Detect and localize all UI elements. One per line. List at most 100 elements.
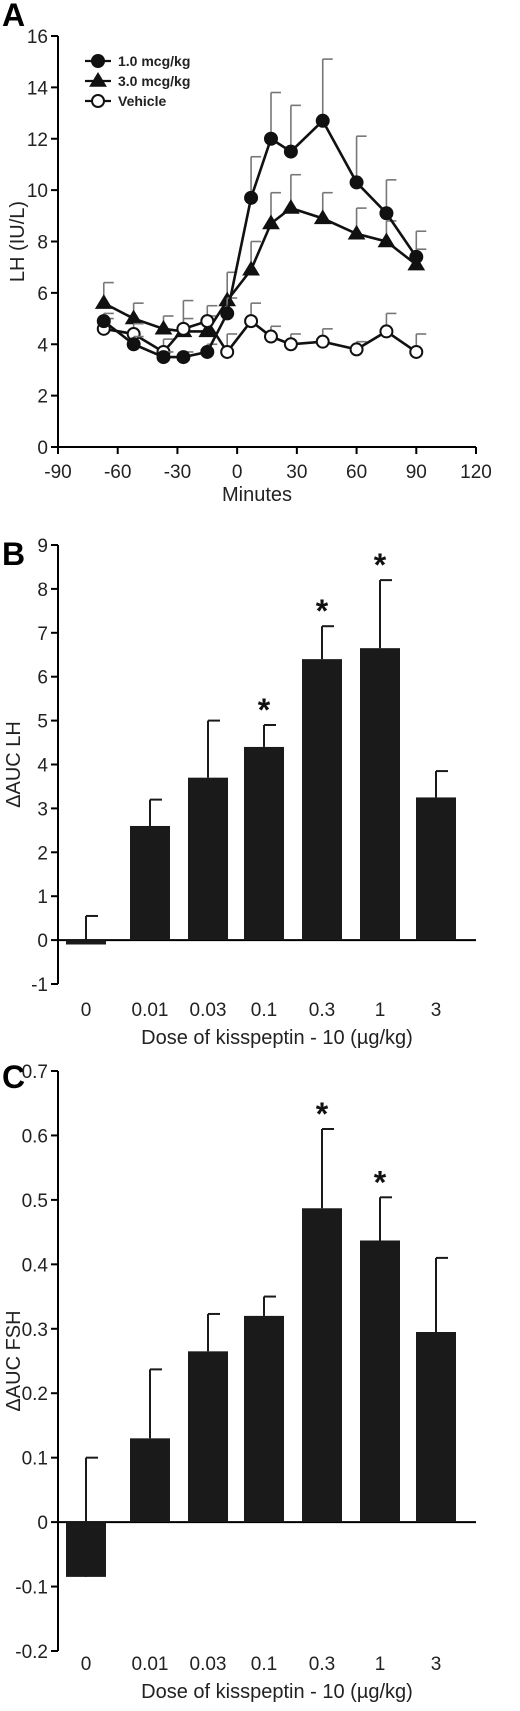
y-tick-label: 12 xyxy=(27,130,48,151)
series-1-0-mcg-kg xyxy=(96,58,427,365)
category-label: 3 xyxy=(431,1000,442,1021)
x-tick-label: -90 xyxy=(44,462,71,483)
y-tick-label: 4 xyxy=(37,335,48,356)
data-point xyxy=(349,175,364,190)
legend: 1.0 mcg/kg 3.0 mcg/kg Vehicle xyxy=(85,53,190,109)
category-label: 0.01 xyxy=(132,1000,169,1021)
data-point xyxy=(379,324,394,339)
category-label: 0.3 xyxy=(309,1000,335,1021)
x-axis-title: Dose of kisspeptin - 10 (µg/kg) xyxy=(141,1027,413,1049)
category-label: 0.1 xyxy=(251,1000,277,1021)
data-point xyxy=(313,209,332,225)
category-label: 1 xyxy=(375,1654,386,1675)
category-label: 0.03 xyxy=(190,1000,227,1021)
y-axis-title: LH (IU/L) xyxy=(7,201,29,282)
data-point xyxy=(220,344,235,359)
category-label: 1 xyxy=(375,1000,386,1021)
legend-label: Vehicle xyxy=(118,93,166,109)
y-tick-label: 4 xyxy=(37,756,48,777)
data-point xyxy=(96,314,111,329)
x-tick-label: -30 xyxy=(164,462,191,483)
y-tick-label: 0.4 xyxy=(22,1255,49,1276)
data-point xyxy=(198,322,217,338)
data-point xyxy=(262,214,280,230)
y-tick-label: 0.2 xyxy=(22,1384,48,1405)
bar xyxy=(188,777,228,941)
bar xyxy=(130,825,170,941)
significance-star: * xyxy=(316,593,329,629)
category-label: 0.3 xyxy=(309,1654,335,1675)
y-tick-label: 0.1 xyxy=(22,1449,48,1470)
y-tick-label: 10 xyxy=(27,181,48,202)
y-tick-label: 3 xyxy=(37,799,48,820)
data-point xyxy=(347,224,366,240)
panel-letter-a: A xyxy=(2,0,25,33)
data-point xyxy=(126,337,141,352)
data-point xyxy=(315,334,330,349)
legend-label: 1.0 mcg/kg xyxy=(118,53,190,69)
data-point xyxy=(263,131,278,146)
y-tick-label: 0.5 xyxy=(22,1191,48,1212)
chart-a: 0 2 4 6 8 10 12 14 16 -90 -60 -30 0 30 60 90 120 Minutes L… xyxy=(7,27,492,506)
legend-label: 3.0 mcg/kg xyxy=(118,73,190,89)
panel-letter-b: B xyxy=(2,536,25,572)
panel-letter-c: C xyxy=(2,1059,25,1095)
series-3-0-mcg-kg xyxy=(94,173,427,338)
bar xyxy=(360,1240,400,1523)
data-point xyxy=(377,232,396,248)
y-axis-title: ΔAUC FSH xyxy=(3,1310,25,1411)
y-tick-label: 0.3 xyxy=(22,1320,48,1341)
data-point xyxy=(281,199,300,214)
y-tick-label: 0 xyxy=(37,438,48,459)
data-point xyxy=(244,190,259,205)
bar xyxy=(130,1438,170,1523)
data-point xyxy=(200,344,215,359)
x-axis-title: Dose of kisspeptin - 10 (µg/kg) xyxy=(141,1681,413,1703)
data-point xyxy=(409,249,424,264)
series-line xyxy=(103,206,418,333)
bar xyxy=(244,1315,284,1523)
chart-b: -1 0 1 2 3 4 5 6 7 8 9 0 0.01 0.03 * 0.1 * 0.3 * 1 3 Dose of … xyxy=(3,536,476,1049)
data-point xyxy=(154,319,173,335)
category-label: 0.01 xyxy=(132,1654,169,1675)
y-tick-label: 14 xyxy=(27,78,49,99)
bar xyxy=(416,797,456,941)
data-point xyxy=(156,350,171,365)
y-tick-label: 0.6 xyxy=(22,1126,48,1147)
data-point xyxy=(315,113,330,128)
x-tick-label: 0 xyxy=(232,462,243,483)
bar xyxy=(416,1332,456,1523)
x-tick-label: 30 xyxy=(286,462,307,483)
data-point xyxy=(200,314,215,329)
data-point xyxy=(176,321,191,336)
category-label: 3 xyxy=(431,1654,442,1675)
y-tick-label: 6 xyxy=(37,284,48,305)
data-point xyxy=(349,342,364,357)
legend-marker xyxy=(91,94,105,108)
y-tick-label: 2 xyxy=(37,843,48,864)
category-label: 0 xyxy=(81,1000,92,1021)
y-tick-label: 8 xyxy=(37,580,48,601)
x-tick-label: 90 xyxy=(406,462,427,483)
y-tick-label: 9 xyxy=(37,536,48,557)
significance-star: * xyxy=(258,692,271,728)
bar xyxy=(188,1351,228,1523)
significance-star: * xyxy=(374,1164,387,1200)
y-tick-label: 2 xyxy=(37,387,48,408)
category-label: 0.1 xyxy=(251,1654,277,1675)
y-tick-label: 5 xyxy=(37,712,48,733)
y-axis-title: ΔAUC LH xyxy=(3,721,25,808)
bar xyxy=(302,1208,342,1523)
data-point xyxy=(94,294,113,309)
data-point xyxy=(220,306,235,321)
category-label: 0 xyxy=(81,1654,92,1675)
significance-star: * xyxy=(316,1096,329,1132)
legend-marker xyxy=(89,72,107,87)
y-tick-label: -0.1 xyxy=(15,1578,48,1599)
data-point xyxy=(283,144,298,159)
y-tick-label: 0 xyxy=(37,931,48,952)
y-tick-label: 0 xyxy=(37,1513,48,1534)
legend-marker xyxy=(91,54,105,68)
bar xyxy=(302,659,342,941)
